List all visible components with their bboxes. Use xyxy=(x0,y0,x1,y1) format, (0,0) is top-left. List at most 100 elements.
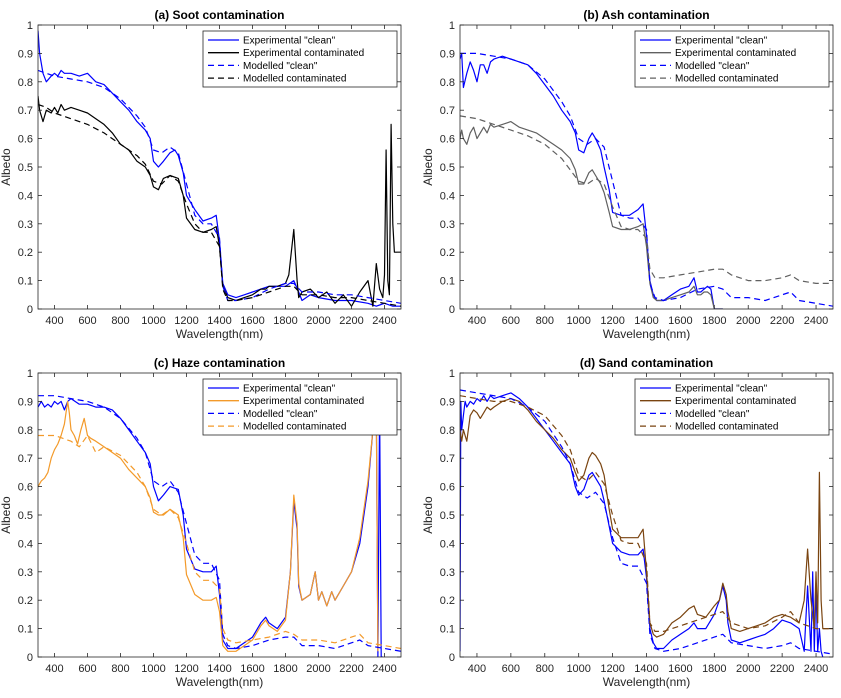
legend-label-3: Modelled "clean" xyxy=(675,409,750,420)
y-tick-label: 0.4 xyxy=(18,190,33,202)
x-tick-label: 600 xyxy=(78,663,96,675)
y-tick-label: 0.7 xyxy=(18,105,33,117)
y-tick-label: 0.7 xyxy=(440,453,455,465)
x-axis-label: Wavelength(nm) xyxy=(603,675,691,689)
y-tick-label: 0.2 xyxy=(18,595,33,607)
x-tick-label: 1200 xyxy=(174,315,198,327)
y-axis-label: Albedo xyxy=(0,496,13,534)
x-tick-label: 800 xyxy=(111,663,129,675)
y-tick-label: 0.6 xyxy=(440,482,455,494)
x-tick-label: 2000 xyxy=(306,315,330,327)
x-tick-label: 400 xyxy=(45,663,63,675)
x-tick-label: 1800 xyxy=(702,663,726,675)
y-tick-label: 0.4 xyxy=(440,190,455,202)
chart-title: (b) Ash contamination xyxy=(583,8,709,22)
y-tick-label: 0.3 xyxy=(440,567,455,579)
y-tick-label: 0.4 xyxy=(18,538,33,550)
legend: Experimental "clean"Experimental contami… xyxy=(203,379,397,435)
chart-title: (d) Sand contamination xyxy=(580,356,713,370)
x-tick-label: 2400 xyxy=(804,315,828,327)
x-tick-label: 1400 xyxy=(634,663,658,675)
x-tick-label: 1400 xyxy=(207,663,231,675)
x-tick-label: 2000 xyxy=(736,315,760,327)
y-tick-label: 0.7 xyxy=(440,105,455,117)
x-tick-label: 1600 xyxy=(240,315,264,327)
y-tick-label: 0.5 xyxy=(440,510,455,522)
y-tick-label: 0.6 xyxy=(18,134,33,146)
y-tick-label: 0.4 xyxy=(440,538,455,550)
y-tick-label: 0 xyxy=(449,652,455,664)
x-axis-label: Wavelength(nm) xyxy=(176,675,264,689)
legend-label-3: Modelled "clean" xyxy=(243,61,318,72)
legend: Experimental "clean"Experimental contami… xyxy=(203,31,397,87)
y-tick-label: 0.1 xyxy=(440,624,455,636)
y-tick-label: 0.8 xyxy=(440,77,455,89)
x-tick-label: 800 xyxy=(536,315,554,327)
x-tick-label: 1000 xyxy=(566,663,590,675)
x-tick-label: 1800 xyxy=(702,315,726,327)
x-tick-label: 2400 xyxy=(372,315,396,327)
y-tick-label: 0.1 xyxy=(18,624,33,636)
x-tick-label: 800 xyxy=(111,315,129,327)
legend-label-4: Modelled contaminated xyxy=(675,422,778,433)
x-tick-label: 1800 xyxy=(273,315,297,327)
y-tick-label: 0.2 xyxy=(18,247,33,259)
legend: Experimental "clean"Experimental contami… xyxy=(635,379,829,435)
y-tick-label: 0.3 xyxy=(18,567,33,579)
x-tick-label: 400 xyxy=(468,315,486,327)
x-tick-label: 2000 xyxy=(306,663,330,675)
x-tick-label: 400 xyxy=(468,663,486,675)
y-axis-label: Albedo xyxy=(421,496,435,534)
y-tick-label: 0.9 xyxy=(18,48,33,60)
y-tick-label: 0.8 xyxy=(440,425,455,437)
x-tick-label: 600 xyxy=(78,315,96,327)
legend-label-1: Experimental "clean" xyxy=(243,36,336,47)
x-tick-label: 2200 xyxy=(770,315,794,327)
legend-label-1: Experimental "clean" xyxy=(675,36,768,47)
y-axis-label: Albedo xyxy=(421,148,435,186)
x-tick-label: 1000 xyxy=(566,315,590,327)
x-tick-label: 1600 xyxy=(240,663,264,675)
legend-label-2: Experimental contaminated xyxy=(675,396,796,407)
x-tick-label: 600 xyxy=(502,315,520,327)
x-tick-label: 2000 xyxy=(736,663,760,675)
chart-panel-2: 400 600 800 1000 1200 1400 1600 1800 2000 2200 240… xyxy=(421,8,833,341)
legend-label-2: Experimental contaminated xyxy=(243,48,364,59)
x-tick-label: 1000 xyxy=(141,663,165,675)
x-tick-label: 2400 xyxy=(372,663,396,675)
chart-panel-3: 400 600 800 1000 1200 1400 1600 1800 2000 2200 240… xyxy=(0,356,401,689)
y-tick-label: 0.2 xyxy=(440,595,455,607)
x-tick-label: 1400 xyxy=(207,315,231,327)
y-tick-label: 0.1 xyxy=(18,276,33,288)
y-tick-label: 1 xyxy=(449,368,455,380)
figure: 400 600 800 1000 1200 1400 1600 1800 2000 2200 240… xyxy=(0,0,841,698)
y-tick-label: 0.9 xyxy=(440,396,455,408)
y-tick-label: 0.1 xyxy=(440,276,455,288)
x-tick-label: 1600 xyxy=(668,663,692,675)
chart-panel-1: 400 600 800 1000 1200 1400 1600 1800 2000 2200 240… xyxy=(0,8,401,341)
y-tick-label: 1 xyxy=(27,20,33,32)
y-tick-label: 0.6 xyxy=(440,134,455,146)
y-tick-label: 0 xyxy=(27,652,33,664)
x-tick-label: 600 xyxy=(502,663,520,675)
x-tick-label: 800 xyxy=(536,663,554,675)
y-tick-label: 0 xyxy=(27,304,33,316)
legend-label-2: Experimental contaminated xyxy=(675,48,796,59)
legend-label-4: Modelled contaminated xyxy=(243,422,346,433)
y-tick-label: 0.8 xyxy=(18,425,33,437)
y-tick-label: 1 xyxy=(449,20,455,32)
x-tick-label: 1200 xyxy=(600,663,624,675)
y-tick-label: 0.9 xyxy=(440,48,455,60)
y-axis-label: Albedo xyxy=(0,148,13,186)
legend-label-1: Experimental "clean" xyxy=(243,384,336,395)
x-tick-label: 1200 xyxy=(600,315,624,327)
y-tick-label: 0.9 xyxy=(18,396,33,408)
x-tick-label: 2200 xyxy=(770,663,794,675)
y-tick-label: 0.5 xyxy=(18,162,33,174)
x-tick-label: 1400 xyxy=(634,315,658,327)
chart-title: (c) Haze contamination xyxy=(154,356,285,370)
x-tick-label: 1600 xyxy=(668,315,692,327)
legend: Experimental "clean"Experimental contami… xyxy=(635,31,829,87)
legend-label-4: Modelled contaminated xyxy=(243,74,346,85)
y-tick-label: 0.5 xyxy=(440,162,455,174)
